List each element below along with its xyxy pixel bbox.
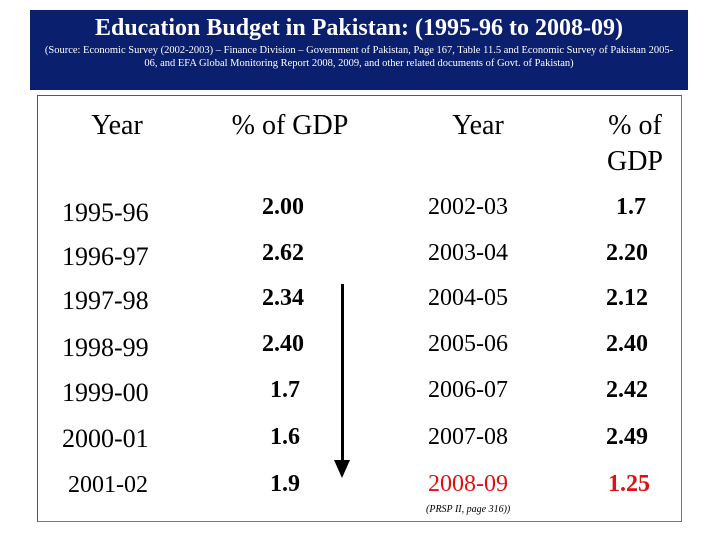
gdp-right-2002-03: 1.7 [616, 194, 646, 220]
year-left-1996-97: 1996-97 [62, 242, 149, 271]
year-right-2005-06: 2005-06 [428, 331, 508, 357]
gdp-right-2004-05: 2.12 [606, 285, 648, 311]
gdp-left-1995-96: 2.00 [262, 194, 304, 220]
gdp-right-2005-06: 2.40 [606, 331, 648, 357]
decline-arrow-shaft [341, 284, 344, 462]
page-title: Education Budget in Pakistan: (1995-96 t… [94, 15, 624, 41]
year-right-2004-05: 2004-05 [428, 285, 508, 311]
year-left-1999-00: 1999-00 [62, 378, 149, 407]
year-left-1995-96: 1995-96 [62, 198, 149, 227]
year-left-2000-01: 2000-01 [62, 424, 149, 453]
gdp-right-2008-09: 1.25 [608, 471, 650, 497]
col-header-gdp-right-line2: GDP [606, 146, 663, 177]
year-left-1997-98: 1997-98 [62, 286, 149, 315]
gdp-right-2003-04: 2.20 [606, 240, 648, 266]
source-citation: (Source: Economic Survey (2002-2003) – F… [44, 45, 674, 69]
col-header-year-right: Year [452, 110, 504, 141]
year-left-1998-99: 1998-99 [62, 333, 149, 362]
year-right-2006-07: 2006-07 [428, 377, 508, 403]
gdp-left-1999-00: 1.7 [270, 377, 300, 403]
year-right-2002-03: 2002-03 [428, 194, 508, 220]
gdp-right-2007-08: 2.49 [606, 424, 648, 450]
year-left-2001-02: 2001-02 [68, 472, 148, 498]
gdp-right-2006-07: 2.42 [606, 377, 648, 403]
decline-arrow-head-icon [334, 460, 350, 478]
gdp-left-2001-02: 1.9 [270, 471, 300, 497]
gdp-left-1998-99: 2.40 [262, 331, 304, 357]
footnote-prsp: (PRSP II, page 316)) [426, 504, 511, 515]
year-right-2007-08: 2007-08 [428, 424, 508, 450]
year-right-2008-09: 2008-09 [428, 471, 508, 497]
table-frame [37, 95, 682, 522]
col-header-year-left: Year [91, 110, 143, 141]
gdp-left-1997-98: 2.34 [262, 285, 304, 311]
col-header-gdp-right-line1: % of [608, 110, 662, 141]
col-header-gdp-left: % of GDP [231, 110, 349, 141]
gdp-left-1996-97: 2.62 [262, 240, 304, 266]
year-right-2003-04: 2003-04 [428, 240, 508, 266]
title-banner: Education Budget in Pakistan: (1995-96 t… [30, 10, 688, 90]
gdp-left-2000-01: 1.6 [270, 424, 300, 450]
